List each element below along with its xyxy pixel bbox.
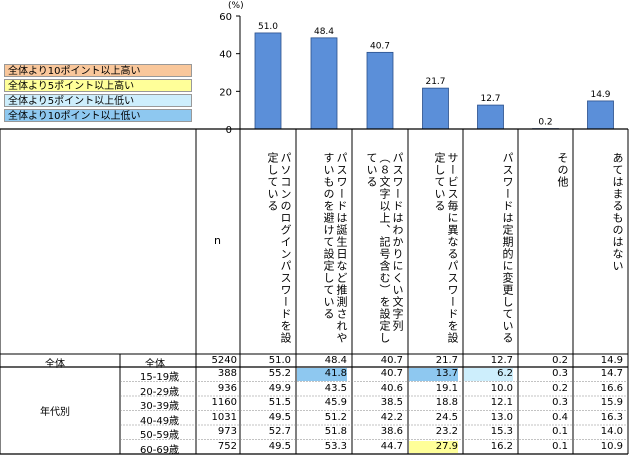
bar-value-label: 51.0 xyxy=(258,22,278,32)
row-value: 16.2 xyxy=(464,441,513,454)
row-value: 45.9 xyxy=(297,397,347,410)
total-value: 12.7 xyxy=(464,355,513,368)
row-value: 0.3 xyxy=(519,397,568,410)
category-header: あてはまるものはない xyxy=(579,152,624,348)
row-value: 24.5 xyxy=(409,412,458,425)
row-label: 60-69歳 xyxy=(140,441,179,456)
row-label: 50-59歳 xyxy=(140,426,179,441)
row-value: 51.2 xyxy=(297,412,347,425)
group-label: 年代別 xyxy=(40,403,70,418)
row-value: 0.2 xyxy=(519,383,568,396)
category-header: パスワードはわかりにくい文字列（８文字以上、記号含む）を設定している xyxy=(358,152,404,348)
row-value: 23.2 xyxy=(409,426,458,439)
total-value: 14.9 xyxy=(574,355,623,368)
row-value: 49.5 xyxy=(241,441,291,454)
bar xyxy=(367,52,393,129)
category-header: パスワードは定期的に変更している xyxy=(469,152,514,348)
y-tick-label: 60 xyxy=(219,12,232,23)
total-group-label: 全体 xyxy=(45,355,65,370)
row-value: 52.7 xyxy=(241,426,291,439)
row-value: 43.5 xyxy=(297,383,347,396)
row-value: 40.7 xyxy=(353,368,403,381)
row-value: 16.6 xyxy=(574,383,623,396)
row-value: 27.9 xyxy=(409,441,458,454)
legend-item: 全体より5ポイント以上高い xyxy=(4,78,204,92)
bar xyxy=(255,33,281,129)
bar xyxy=(588,101,614,129)
row-label: 20-29歳 xyxy=(140,383,179,398)
row-value: 55.2 xyxy=(241,368,291,381)
row-value: 44.7 xyxy=(353,441,403,454)
legend-label: 全体より10ポイント以上高い xyxy=(4,64,192,77)
row-value: 40.6 xyxy=(353,383,403,396)
legend-item: 全体より5ポイント以上低い xyxy=(4,93,204,107)
bar-value-label: 0.2 xyxy=(538,118,552,128)
row-value: 0.4 xyxy=(519,412,568,425)
legend-label: 全体より5ポイント以上高い xyxy=(4,79,192,92)
row-n: 1160 xyxy=(196,397,237,408)
row-label: 15-19歳 xyxy=(140,368,179,383)
bar-value-label: 40.7 xyxy=(370,41,390,51)
total-value: 21.7 xyxy=(409,355,458,368)
row-value: 18.8 xyxy=(409,397,458,410)
row-value: 51.8 xyxy=(297,426,347,439)
row-value: 13.7 xyxy=(409,368,458,381)
row-value: 38.6 xyxy=(353,426,403,439)
y-tick-label: 20 xyxy=(219,87,232,98)
row-value: 0.3 xyxy=(519,368,568,381)
row-value: 49.9 xyxy=(241,383,291,396)
row-value: 42.2 xyxy=(353,412,403,425)
row-value: 38.5 xyxy=(353,397,403,410)
legend: 全体より10ポイント以上高い 全体より5ポイント以上高い 全体より5ポイント以上… xyxy=(4,63,204,123)
row-n: 1031 xyxy=(196,412,237,423)
bar-value-label: 14.9 xyxy=(590,90,610,100)
total-value: 0.2 xyxy=(519,355,568,368)
total-value: 51.0 xyxy=(241,355,291,368)
bar-value-label: 21.7 xyxy=(425,77,445,87)
row-label: 40-49歳 xyxy=(140,412,179,427)
y-unit-label: (%) xyxy=(228,1,244,11)
y-tick-label: 0 xyxy=(226,125,232,136)
legend-item: 全体より10ポイント以上低い xyxy=(4,108,204,122)
row-value: 10.9 xyxy=(574,441,623,454)
bar-value-label: 48.4 xyxy=(314,27,334,37)
bar xyxy=(478,105,504,129)
row-label: 30-39歳 xyxy=(140,397,179,412)
row-value: 53.3 xyxy=(297,441,347,454)
row-n: 752 xyxy=(196,441,237,452)
row-n: 388 xyxy=(196,368,237,379)
category-header: パスワードは誕生日など推測されやすいものを避けて設定している xyxy=(302,152,348,348)
y-tick-label: 40 xyxy=(219,50,232,61)
category-header: パソコンのログインパスワードを設定している xyxy=(246,152,292,348)
row-value: 0.1 xyxy=(519,426,568,439)
legend-label: 全体より10ポイント以上低い xyxy=(4,109,192,122)
total-value: 48.4 xyxy=(297,355,347,368)
row-value: 14.0 xyxy=(574,426,623,439)
row-value: 15.9 xyxy=(574,397,623,410)
row-value: 6.2 xyxy=(464,368,513,381)
row-value: 13.0 xyxy=(464,412,513,425)
row-value: 49.5 xyxy=(241,412,291,425)
row-n: 936 xyxy=(196,383,237,394)
total-value: 40.7 xyxy=(353,355,403,368)
row-value: 41.8 xyxy=(297,368,347,381)
n-header: n xyxy=(214,234,221,247)
bar xyxy=(311,38,337,129)
bar-value-label: 12.7 xyxy=(480,94,500,104)
row-value: 10.0 xyxy=(464,383,513,396)
row-value: 51.5 xyxy=(241,397,291,410)
bar xyxy=(423,88,449,129)
category-header: その他 xyxy=(524,152,569,348)
row-value: 16.3 xyxy=(574,412,623,425)
legend-label: 全体より5ポイント以上低い xyxy=(4,94,192,107)
legend-item: 全体より10ポイント以上高い xyxy=(4,63,204,77)
category-header: サービス毎に異なるパスワードを設定している xyxy=(414,152,459,348)
row-value: 0.1 xyxy=(519,441,568,454)
row-value: 14.7 xyxy=(574,368,623,381)
row-n: 973 xyxy=(196,426,237,437)
row-value: 19.1 xyxy=(409,383,458,396)
row-value: 15.3 xyxy=(464,426,513,439)
row-value: 12.1 xyxy=(464,397,513,410)
total-n: 5240 xyxy=(196,355,237,366)
